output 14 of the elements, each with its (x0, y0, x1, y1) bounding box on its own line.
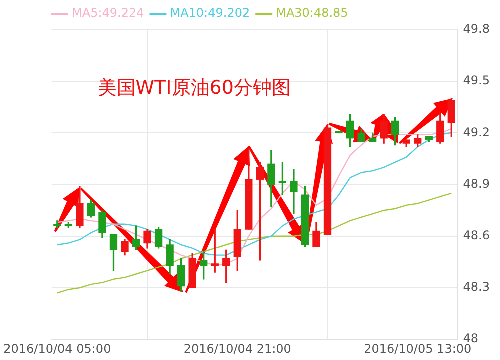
legend-label: MA5:49.224 (72, 6, 144, 20)
y-tick-label: 48.9 (463, 176, 490, 191)
y-tick-label: 48.3 (463, 280, 490, 294)
y-tick-label: 49.8 (463, 22, 490, 36)
y-tick-label: 49.2 (463, 125, 490, 140)
text: 美国WTI原油60分钟图 (98, 76, 291, 99)
x-tick-label: 2016/10/05 13:00 (364, 342, 472, 356)
x-tick-label: 2016/10/04 05:00 (4, 342, 112, 356)
x-tick-label: 2016/10/04 21:00 (184, 342, 292, 356)
y-tick-label: 49.5 (463, 74, 490, 88)
legend-label: MA30:48.85 (276, 6, 348, 20)
y-tick-label: 48.6 (463, 228, 490, 243)
candlestick (290, 168, 298, 214)
legend-label: MA10:49.202 (170, 6, 250, 20)
